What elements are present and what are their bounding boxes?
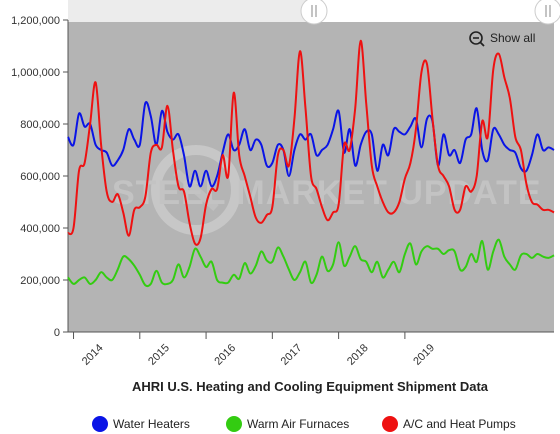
y-tick-label: 800,000 bbox=[20, 119, 60, 131]
range-navigator[interactable] bbox=[68, 0, 560, 25]
x-tick-label: 2018 bbox=[345, 342, 371, 368]
navigator-left-handle[interactable] bbox=[300, 0, 328, 25]
series-line-warm-air-furnaces bbox=[67, 238, 555, 288]
y-tick-label: 1,000,000 bbox=[11, 67, 60, 79]
x-tick-label: 2019 bbox=[411, 342, 437, 368]
navigator-selected-range[interactable] bbox=[314, 0, 548, 22]
y-axis-ticks: 0 200,000 400,000 600,000 800,000 1,000,000 1,… bbox=[11, 15, 68, 339]
watermark-logo: STEEL MARKET UPDATE bbox=[112, 145, 541, 235]
x-tick-label: 2014 bbox=[80, 342, 106, 368]
legend: Water Heaters Warm Air Furnaces A/C and He… bbox=[92, 416, 516, 432]
legend-label[interactable]: Warm Air Furnaces bbox=[247, 417, 349, 431]
zoom-out-icon[interactable] bbox=[469, 31, 483, 45]
y-tick-label: 600,000 bbox=[20, 171, 60, 183]
legend-item-warm-air-furnaces[interactable]: Warm Air Furnaces bbox=[226, 416, 349, 432]
legend-marker[interactable] bbox=[382, 416, 398, 432]
legend-label[interactable]: Water Heaters bbox=[113, 417, 190, 431]
y-tick-label: 1,200,000 bbox=[11, 15, 60, 27]
legend-item-water-heaters[interactable]: Water Heaters bbox=[92, 416, 190, 432]
y-tick-label: 200,000 bbox=[20, 275, 60, 287]
chart-title: AHRI U.S. Heating and Cooling Equipment … bbox=[132, 379, 489, 394]
legend-label[interactable]: A/C and Heat Pumps bbox=[403, 417, 516, 431]
navigator-right-handle[interactable] bbox=[534, 0, 560, 25]
series-line-ac-heat-pumps bbox=[67, 39, 555, 246]
x-tick-label: 2016 bbox=[212, 342, 238, 368]
x-axis-ticks: 2014 2015 2016 2017 2018 2019 bbox=[73, 332, 437, 368]
y-tick-label: 0 bbox=[54, 327, 60, 339]
x-tick-label: 2015 bbox=[146, 342, 172, 368]
x-tick-label: 2017 bbox=[279, 342, 305, 368]
series-lines bbox=[67, 39, 555, 288]
legend-marker[interactable] bbox=[92, 416, 108, 432]
legend-item-ac-heat-pumps[interactable]: A/C and Heat Pumps bbox=[382, 416, 516, 432]
show-all-label[interactable]: Show all bbox=[490, 31, 535, 45]
show-all-button[interactable]: Show all bbox=[469, 31, 535, 47]
y-tick-label: 400,000 bbox=[20, 223, 60, 235]
legend-marker[interactable] bbox=[226, 416, 242, 432]
series-line-water-heaters bbox=[67, 101, 555, 188]
